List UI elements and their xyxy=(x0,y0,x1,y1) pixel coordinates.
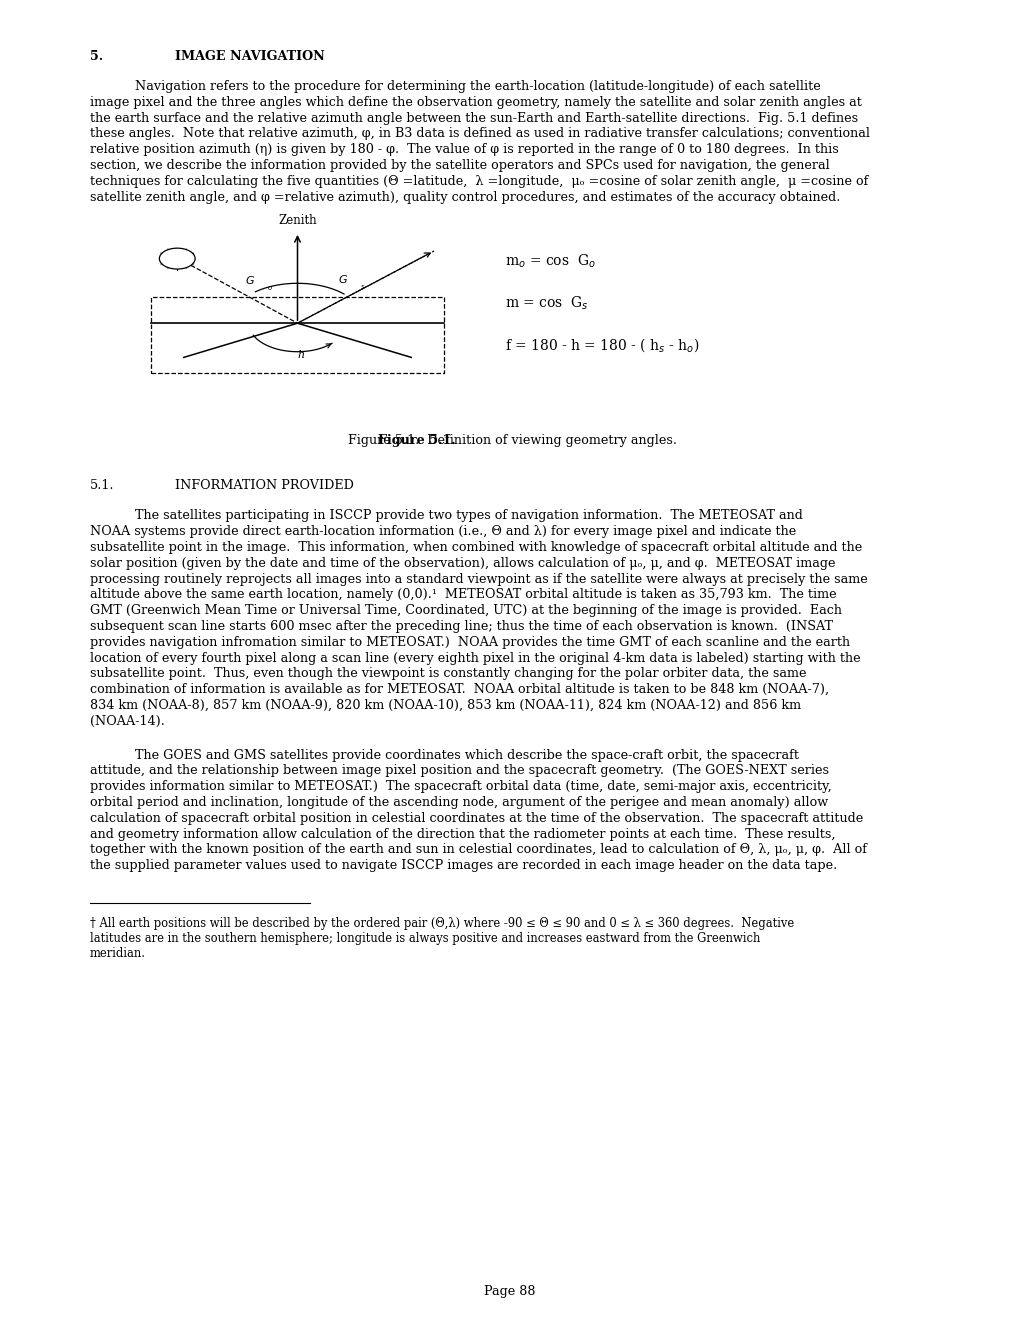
Text: subsatellite point in the image.  This information, when combined with knowledge: subsatellite point in the image. This in… xyxy=(90,541,861,554)
Text: these angles.  Note that relative azimuth, φ, in B3 data is defined as used in r: these angles. Note that relative azimuth… xyxy=(90,128,869,140)
Text: 5.: 5. xyxy=(90,50,103,63)
Text: NOAA systems provide direct earth-location information (i.e., Θ and λ) for every: NOAA systems provide direct earth-locati… xyxy=(90,525,796,539)
Text: satellite zenith angle, and φ =relative azimuth), quality control procedures, an: satellite zenith angle, and φ =relative … xyxy=(90,190,840,203)
Text: calculation of spacecraft orbital position in celestial coordinates at the time : calculation of spacecraft orbital positi… xyxy=(90,812,862,825)
Text: techniques for calculating the five quantities (Θ =latitude,  λ =longitude,  μₒ : techniques for calculating the five quan… xyxy=(90,174,867,187)
Text: the supplied parameter values used to navigate ISCCP images are recorded in each: the supplied parameter values used to na… xyxy=(90,859,837,873)
Text: altitude above the same earth location, namely (0,0).¹  METEOSAT orbital altitud: altitude above the same earth location, … xyxy=(90,589,836,602)
Text: GMT (Greenwich Mean Time or Universal Time, Coordinated, UTC) at the beginning o: GMT (Greenwich Mean Time or Universal Ti… xyxy=(90,605,841,618)
Text: orbital period and inclination, longitude of the ascending node, argument of the: orbital period and inclination, longitud… xyxy=(90,796,827,809)
Text: subsequent scan line starts 600 msec after the preceding line; thus the time of : subsequent scan line starts 600 msec aft… xyxy=(90,620,833,634)
Text: INFORMATION PROVIDED: INFORMATION PROVIDED xyxy=(175,479,354,492)
Text: Navigation refers to the procedure for determining the earth-location (latitude-: Navigation refers to the procedure for d… xyxy=(135,81,820,92)
Text: provides information similar to METEOSAT.)  The spacecraft orbital data (time, d: provides information similar to METEOSAT… xyxy=(90,780,830,793)
Text: Zenith: Zenith xyxy=(278,214,317,227)
Text: Figure 5.1.: Figure 5.1. xyxy=(377,434,454,447)
Text: The GOES and GMS satellites provide coordinates which describe the space-craft o: The GOES and GMS satellites provide coor… xyxy=(135,748,798,762)
Text: provides navigation infromation similar to METEOSAT.)  NOAA provides the time GM: provides navigation infromation similar … xyxy=(90,636,849,649)
Text: † All earth positions will be described by the ordered pair (Θ,λ) where -90 ≤ Θ : † All earth positions will be described … xyxy=(90,917,794,931)
Text: and geometry information allow calculation of the direction that the radiometer : and geometry information allow calculati… xyxy=(90,828,835,841)
Text: $_s$: $_s$ xyxy=(360,282,365,292)
Text: (NOAA-14).: (NOAA-14). xyxy=(90,715,165,727)
Text: IMAGE NAVIGATION: IMAGE NAVIGATION xyxy=(175,50,325,63)
Text: $G$: $G$ xyxy=(246,275,255,286)
Text: $_o$: $_o$ xyxy=(267,284,272,293)
Text: solar position (given by the date and time of the observation), allows calculati: solar position (given by the date and ti… xyxy=(90,557,835,570)
Text: processing routinely reprojects all images into a standard viewpoint as if the s: processing routinely reprojects all imag… xyxy=(90,573,867,586)
Text: meridian.: meridian. xyxy=(90,946,146,960)
Text: combination of information is available as for METEOSAT.  NOAA orbital altitude : combination of information is available … xyxy=(90,684,828,696)
Text: m$_o$ = cos  G$_o$: m$_o$ = cos G$_o$ xyxy=(504,252,595,269)
Text: the earth surface and the relative azimuth angle between the sun-Earth and Earth: the earth surface and the relative azimu… xyxy=(90,112,857,124)
Text: h: h xyxy=(297,351,304,360)
Text: f = 180 - h = 180 - ( h$_s$ - h$_o$): f = 180 - h = 180 - ( h$_s$ - h$_o$) xyxy=(504,337,699,354)
Text: subsatellite point.  Thus, even though the viewpoint is constantly changing for : subsatellite point. Thus, even though th… xyxy=(90,668,806,680)
Text: together with the known position of the earth and sun in celestial coordinates, : together with the known position of the … xyxy=(90,843,866,857)
Text: The satellites participating in ISCCP provide two types of navigation informatio: The satellites participating in ISCCP pr… xyxy=(135,510,802,523)
Text: $G$: $G$ xyxy=(337,273,347,285)
Text: latitudes are in the southern hemisphere; longitude is always positive and incre: latitudes are in the southern hemisphere… xyxy=(90,932,759,945)
Text: Figure 5.1.  Definition of viewing geometry angles.: Figure 5.1. Definition of viewing geomet… xyxy=(347,434,677,447)
Text: attitude, and the relationship between image pixel position and the spacecraft g: attitude, and the relationship between i… xyxy=(90,764,828,777)
Text: Page 88: Page 88 xyxy=(484,1284,535,1298)
Text: 834 km (NOAA-8), 857 km (NOAA-9), 820 km (NOAA-10), 853 km (NOAA-11), 824 km (NO: 834 km (NOAA-8), 857 km (NOAA-9), 820 km… xyxy=(90,700,800,711)
Text: section, we describe the information provided by the satellite operators and SPC: section, we describe the information pro… xyxy=(90,158,828,172)
Text: location of every fourth pixel along a scan line (every eighth pixel in the orig: location of every fourth pixel along a s… xyxy=(90,652,860,664)
Text: m = cos  G$_s$: m = cos G$_s$ xyxy=(504,294,588,312)
Text: 5.1.: 5.1. xyxy=(90,479,114,492)
Text: image pixel and the three angles which define the observation geometry, namely t: image pixel and the three angles which d… xyxy=(90,96,861,108)
Text: relative position azimuth (η) is given by 180 - φ.  The value of φ is reported i: relative position azimuth (η) is given b… xyxy=(90,143,838,156)
